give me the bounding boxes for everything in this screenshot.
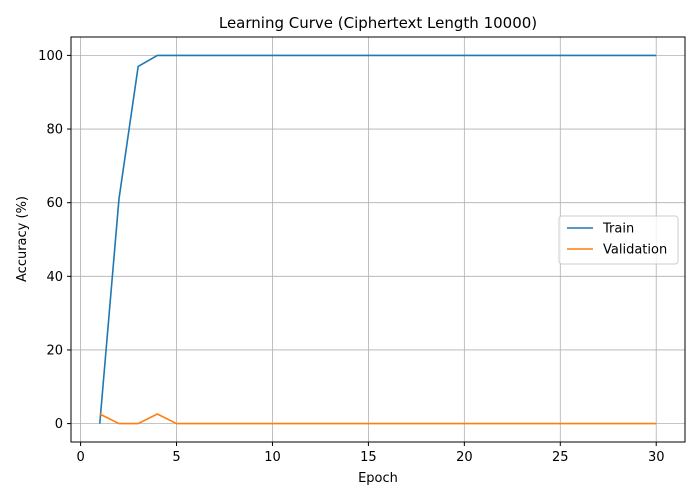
y-tick-label: 60 bbox=[46, 196, 63, 211]
y-axis-ticks: 0 20 40 60 80 100 bbox=[38, 49, 71, 432]
y-tick-label: 0 bbox=[55, 417, 63, 432]
x-tick-label: 0 bbox=[76, 450, 84, 465]
x-tick-label: 25 bbox=[552, 450, 569, 465]
legend-label: Train bbox=[602, 222, 634, 237]
chart-title: Learning Curve (Ciphertext Length 10000) bbox=[219, 14, 537, 32]
y-tick-label: 100 bbox=[38, 49, 63, 64]
x-tick-label: 20 bbox=[456, 450, 473, 465]
plot-frame bbox=[70, 36, 686, 443]
legend: Train Validation bbox=[558, 215, 679, 265]
y-tick-label: 80 bbox=[46, 123, 63, 138]
y-tick-label: 40 bbox=[46, 270, 63, 285]
series-lines bbox=[98, 54, 657, 425]
y-tick-label: 20 bbox=[46, 343, 63, 358]
legend-label: Validation bbox=[603, 243, 667, 258]
x-axis-ticks: 0 5 10 15 20 25 30 bbox=[76, 442, 664, 465]
series-line-train bbox=[98, 54, 657, 424]
series-line-validation bbox=[99, 413, 657, 425]
x-tick-label: 5 bbox=[172, 450, 180, 465]
x-tick-label: 30 bbox=[648, 450, 665, 465]
x-tick-label: 10 bbox=[264, 450, 281, 465]
x-tick-label: 15 bbox=[360, 450, 377, 465]
x-axis-label: Epoch bbox=[358, 471, 398, 486]
y-axis-label: Accuracy (%) bbox=[15, 196, 30, 282]
